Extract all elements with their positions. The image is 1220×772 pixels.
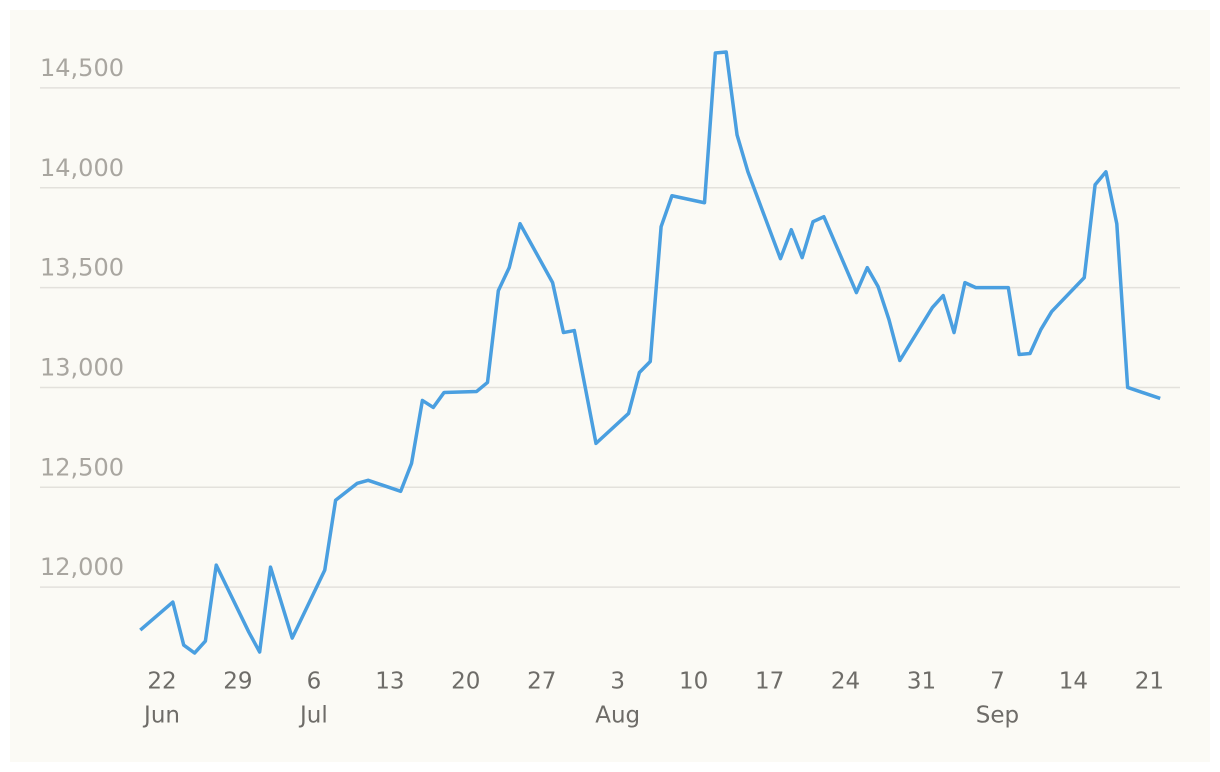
data-line — [139, 50, 1161, 655]
x-tick-label: 10 — [679, 669, 708, 695]
x-tick-label: 31 — [907, 669, 936, 695]
month-label: Aug — [595, 703, 640, 729]
x-tick-label: 27 — [527, 669, 556, 695]
month-label: Jun — [142, 703, 180, 729]
chart-background — [10, 10, 1210, 762]
x-tick-label: 6 — [307, 669, 322, 695]
x-tick-label: 21 — [1135, 669, 1164, 695]
y-tick-label: 14,500 — [40, 54, 124, 82]
y-tick-label: 13,000 — [40, 353, 124, 381]
x-tick-label: 22 — [147, 669, 176, 695]
x-tick-label: 13 — [375, 669, 404, 695]
y-tick-label: 12,000 — [40, 553, 124, 581]
x-tick-label: 14 — [1059, 669, 1088, 695]
x-tick-label: 24 — [831, 669, 860, 695]
y-tick-label: 14,000 — [40, 154, 124, 182]
x-tick-label: 7 — [990, 669, 1005, 695]
month-label: Sep — [976, 703, 1019, 729]
x-tick-label: 29 — [223, 669, 252, 695]
y-tick-label: 12,500 — [40, 453, 124, 481]
x-tick-label: 17 — [755, 669, 784, 695]
x-tick-label: 20 — [451, 669, 480, 695]
month-label: Jul — [298, 703, 328, 729]
y-tick-label: 13,500 — [40, 254, 124, 282]
x-tick-label: 3 — [610, 669, 625, 695]
